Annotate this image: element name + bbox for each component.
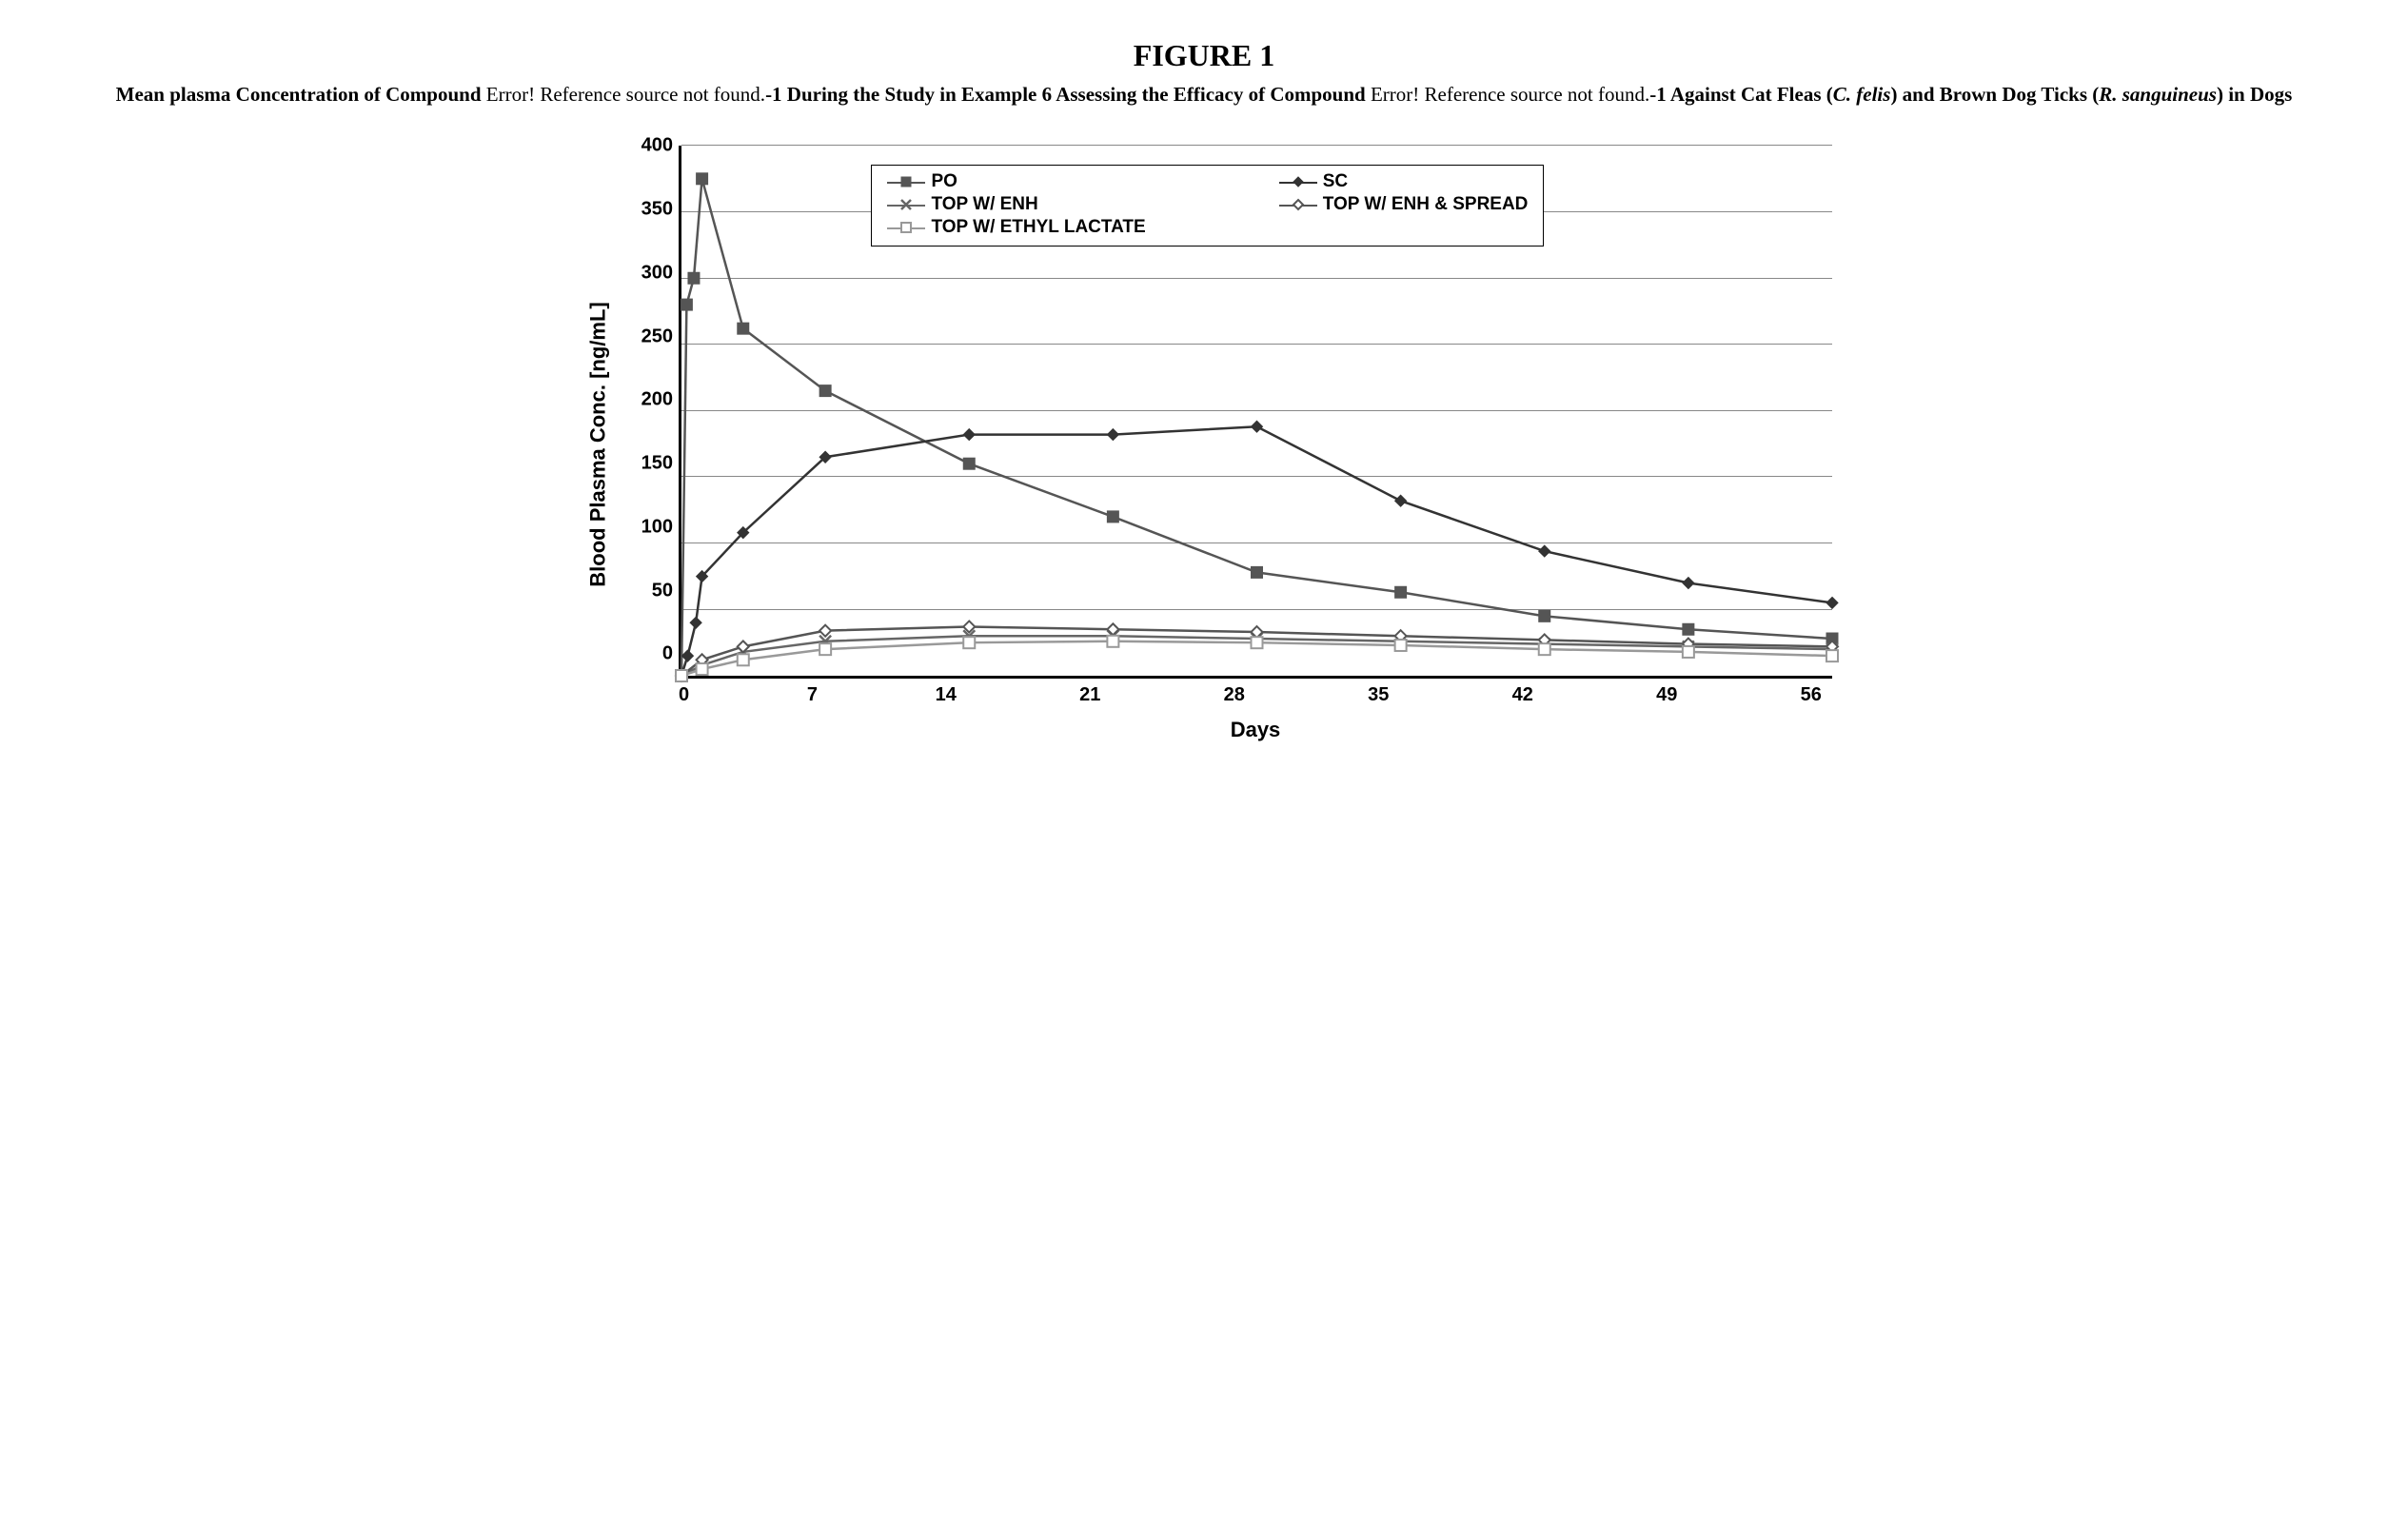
series-marker	[1826, 598, 1838, 609]
x-tick-label: 14	[936, 684, 957, 706]
legend-item: PO	[887, 171, 1145, 192]
y-tick-label: 400	[641, 135, 673, 157]
figure-label: FIGURE 1	[76, 38, 2332, 73]
x-tick-label: 35	[1368, 684, 1389, 706]
legend-label: PO	[931, 171, 957, 192]
x-axis-label: Days	[679, 718, 1832, 742]
chart-body: 400350300250200150100500 PO SC TOP W/ EN…	[622, 146, 1832, 742]
y-tick-label: 350	[641, 199, 673, 221]
series-marker	[738, 655, 749, 666]
series-marker	[1539, 545, 1550, 557]
subtitle-seg: ) in Dogs	[2217, 83, 2292, 106]
series-marker	[676, 670, 687, 681]
y-tick-label: 300	[641, 262, 673, 284]
legend-marker-icon	[887, 198, 925, 211]
legend-marker-icon	[1279, 175, 1317, 188]
legend-marker-icon	[887, 221, 925, 234]
series-marker	[1683, 646, 1694, 658]
y-tick-label: 200	[641, 389, 673, 411]
legend-item: TOP W/ ENH	[887, 194, 1145, 215]
x-tick-label: 56	[1801, 684, 1822, 706]
subtitle-seg: Error! Reference source not found.	[1371, 83, 1649, 106]
series-marker	[819, 643, 831, 655]
series-marker	[1107, 636, 1118, 647]
legend-label: TOP W/ ETHYL LACTATE	[931, 217, 1145, 238]
subtitle-seg: R. sanguineus	[2099, 83, 2217, 106]
legend-label: TOP W/ ENH & SPREAD	[1323, 194, 1529, 215]
legend-item: TOP W/ ENH & SPREAD	[1279, 194, 1529, 215]
series-marker	[1539, 611, 1550, 622]
subtitle-seg: Mean plasma Concentration of Compound	[116, 83, 486, 106]
series-marker	[697, 173, 708, 185]
x-axis-ticks: 0 7 14 21 28 35 42 49 56	[679, 684, 1832, 706]
series-marker	[1252, 638, 1263, 649]
series-marker	[1395, 587, 1407, 599]
series-marker	[963, 429, 975, 441]
chart-container: Blood Plasma Conc. [ng/mL] 4003503002502…	[576, 146, 1832, 742]
series-marker	[1252, 567, 1263, 579]
y-axis-label-wrap: Blood Plasma Conc. [ng/mL]	[576, 146, 622, 742]
series-marker	[1683, 624, 1694, 636]
series-marker	[690, 618, 701, 629]
x-tick-label: 28	[1224, 684, 1245, 706]
series-marker	[1107, 511, 1118, 523]
y-tick-label: 250	[641, 326, 673, 347]
series-marker	[963, 459, 975, 470]
y-tick-label: 0	[662, 643, 673, 665]
legend-label: SC	[1323, 171, 1348, 192]
series-marker	[819, 385, 831, 397]
series-marker	[1252, 422, 1263, 433]
y-axis-ticks: 400350300250200150100500	[622, 146, 679, 676]
series-marker	[697, 663, 708, 675]
series-marker	[819, 625, 831, 637]
series-marker	[681, 299, 692, 310]
x-tick-label: 49	[1656, 684, 1677, 706]
series-marker	[738, 324, 749, 335]
series-marker	[963, 638, 975, 649]
legend-marker-icon	[1279, 198, 1317, 211]
legend-item: SC	[1279, 171, 1529, 192]
legend: PO SC TOP W/ ENH TOP W/ ENH & SPREAD TOP…	[871, 165, 1544, 247]
figure-subtitle: Mean plasma Concentration of Compound Er…	[76, 81, 2332, 108]
subtitle-seg: C. felis	[1833, 83, 1891, 106]
x-tick-label: 42	[1512, 684, 1533, 706]
series-marker	[1395, 640, 1407, 651]
legend-label: TOP W/ ENH	[931, 194, 1037, 215]
subtitle-seg: Error! Reference source not found.	[486, 83, 765, 106]
x-tick-label: 0	[679, 684, 689, 706]
subtitle-seg: ) and Brown Dog Ticks (	[1890, 83, 2099, 106]
series-marker	[1107, 429, 1118, 441]
series-marker	[688, 273, 700, 285]
y-axis-label: Blood Plasma Conc. [ng/mL]	[586, 302, 611, 586]
series-marker	[1826, 650, 1838, 661]
legend-marker-icon	[887, 175, 925, 188]
plot-area: PO SC TOP W/ ENH TOP W/ ENH & SPREAD TOP…	[679, 146, 1832, 679]
y-tick-label: 50	[652, 580, 673, 602]
x-tick-label: 21	[1079, 684, 1100, 706]
legend-item: TOP W/ ETHYL LACTATE	[887, 217, 1145, 238]
series-marker	[681, 650, 693, 661]
series-marker	[1395, 496, 1407, 507]
series-marker	[1683, 578, 1694, 589]
y-tick-label: 100	[641, 516, 673, 538]
subtitle-seg: -1 Against Cat Fleas (	[1649, 83, 1833, 106]
y-tick-label: 150	[641, 453, 673, 475]
subtitle-seg: -1 During the Study in Example 6 Assessi…	[765, 83, 1371, 106]
series-marker	[1539, 643, 1550, 655]
x-tick-label: 7	[807, 684, 818, 706]
